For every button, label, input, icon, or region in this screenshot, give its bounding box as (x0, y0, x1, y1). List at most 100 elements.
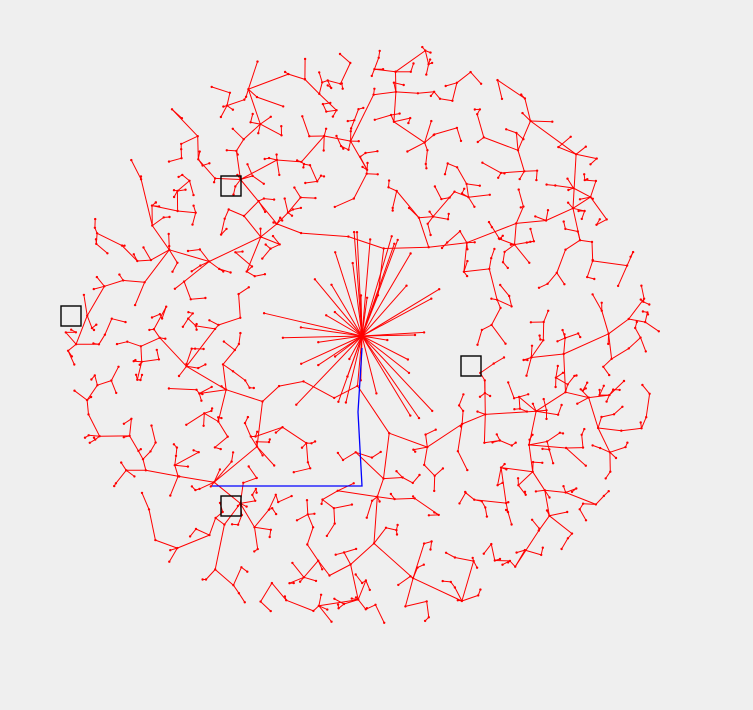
tree-edge (150, 442, 157, 452)
tree-edge (150, 249, 170, 261)
tree-edge (94, 375, 98, 386)
tree-edge (361, 236, 393, 337)
tree-node (236, 504, 240, 508)
tree-edge (518, 393, 529, 398)
tree-node (214, 568, 217, 571)
tree-edge (456, 167, 468, 185)
tree-node (357, 108, 360, 111)
tree-node (228, 91, 232, 95)
tree-node (212, 481, 216, 484)
tree-edge (573, 187, 591, 198)
tree-edge (254, 526, 271, 531)
tree-node (566, 177, 569, 180)
tree-edge (256, 401, 263, 447)
tree-node (269, 528, 272, 531)
tree-node (506, 561, 510, 564)
tree-node (491, 441, 494, 444)
tree-node (479, 82, 483, 86)
tree-node (264, 243, 267, 246)
tree-node (133, 475, 136, 478)
tree-edge (518, 484, 527, 496)
tree-edge (547, 272, 558, 285)
tree-edge (292, 207, 301, 210)
tree-node (233, 348, 237, 352)
tree-edge (474, 499, 507, 504)
tree-edge (496, 299, 501, 309)
tree-edge (326, 523, 336, 537)
tree-edge (327, 80, 341, 85)
tree-node (226, 435, 229, 438)
tree-edge (360, 295, 363, 337)
tree-edge (628, 298, 645, 320)
tree-node (600, 309, 603, 312)
tree-node (198, 150, 201, 153)
tree-edge (334, 311, 363, 337)
tree-node (314, 579, 318, 583)
tree-edge (413, 446, 428, 451)
tree-node (192, 204, 195, 207)
tree-node (321, 102, 325, 106)
tree-edge (357, 335, 363, 386)
tree-node (204, 363, 207, 366)
tree-node (444, 551, 448, 554)
tree-node (181, 325, 185, 328)
tree-edge (393, 82, 397, 93)
tree-node (94, 217, 97, 221)
tree-edge (366, 173, 378, 175)
tree-node (254, 435, 257, 438)
tree-node (531, 402, 535, 405)
tree-node (482, 552, 485, 555)
tree-edge (461, 560, 475, 602)
tree-edge (565, 447, 587, 467)
tree-node (194, 211, 197, 214)
tree-node (430, 119, 433, 123)
tree-node (195, 388, 198, 391)
tree-node (354, 451, 357, 454)
tree-node (243, 98, 246, 101)
tree-node (627, 347, 630, 350)
tree-node (438, 288, 441, 291)
tree-node (73, 389, 76, 392)
tree-node (446, 218, 450, 221)
tree-edge (171, 108, 183, 119)
tree-node (167, 387, 171, 390)
tree-edge (339, 53, 351, 64)
tree-edge (488, 268, 498, 300)
tree-edge (373, 496, 378, 544)
tree-node (120, 461, 123, 464)
tree-node (495, 433, 498, 436)
tree-edge (373, 57, 380, 70)
tree-edge (104, 279, 124, 287)
tree-edge (531, 353, 564, 358)
tree-node (529, 321, 533, 324)
tree-node (350, 597, 353, 600)
tree-node (218, 267, 221, 271)
tree-node (564, 491, 567, 494)
tree-node (124, 320, 127, 324)
tree-edge (235, 251, 253, 267)
tree-node (222, 105, 225, 108)
tree-node (313, 278, 317, 281)
tree-edge (334, 252, 363, 337)
tree-node (231, 451, 235, 454)
tree-node (428, 210, 431, 213)
tree-edge (388, 186, 397, 192)
tree-edge (540, 547, 544, 556)
tree-node (545, 409, 548, 412)
tree-edge (565, 391, 589, 399)
tree-edge (557, 337, 566, 342)
tree-edge (292, 562, 305, 578)
tree-edge (507, 382, 515, 399)
tree-edge (214, 569, 234, 586)
tree-node (214, 516, 217, 520)
obstacle-square (220, 495, 242, 517)
tree-node (82, 293, 86, 297)
tree-edge (222, 349, 236, 365)
obstacle-square (60, 305, 82, 327)
tree-edge (287, 197, 301, 213)
tree-node (503, 250, 506, 254)
tree-node (304, 181, 307, 185)
tree-node (566, 201, 570, 204)
tree-node (271, 234, 275, 238)
